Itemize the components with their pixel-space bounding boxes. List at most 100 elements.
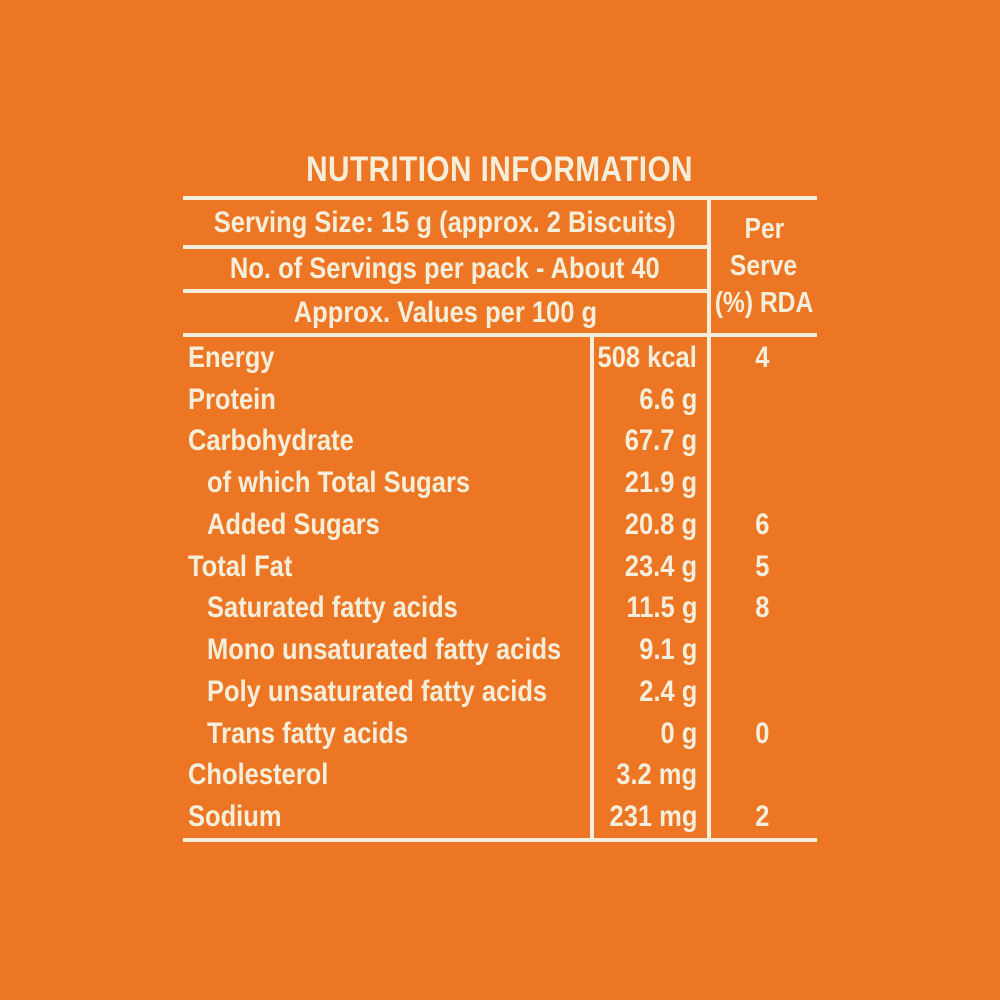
nutrient-name: of which Total Sugars [207,466,471,500]
nutrient-value: 23.4 g [624,549,697,583]
header-rule-2 [183,289,711,293]
nutrient-row: of which Total Sugars 21.9 g [183,462,817,504]
nutrient-row: Carbohydrate 67.7 g [183,421,817,463]
header-rule-1 [183,245,711,249]
values-column-rule [590,333,594,842]
nutrient-name: Carbohydrate [188,424,354,458]
nutrient-value-cell: 23.4 g [590,546,707,588]
nutrition-table: Serving Size: 15 g (approx. 2 Biscuits) … [183,196,817,842]
nutrient-row: Mono unsaturated fatty acids 9.1 g [183,629,817,671]
nutrient-value-cell: 2.4 g [590,671,707,713]
nutrient-row: Energy 508 kcal 4 [183,337,817,379]
nutrient-name: Energy [188,340,275,374]
nutrient-value: 6.6 g [638,382,697,416]
nutrient-value: 9.1 g [638,633,697,667]
nutrient-value: 508 kcal [597,340,697,374]
nutrient-rda: 4 [754,340,770,374]
nutrient-row: Saturated fatty acids 11.5 g 8 [183,588,817,630]
nutrient-row: Poly unsaturated fatty acids 2.4 g [183,671,817,713]
nutrient-rda: 0 [754,716,770,750]
nutrient-rda-cell: 0 [707,713,817,755]
nutrient-name: Poly unsaturated fatty acids [207,674,548,708]
nutrient-value: 21.9 g [624,466,697,500]
nutrient-value-cell: 231 mg [590,796,707,838]
nutrient-name: Trans fatty acids [207,716,409,750]
per-serve-line-3: (%) RDA [714,287,814,319]
nutrient-name-cell: of which Total Sugars [183,462,590,504]
nutrient-row: Cholesterol 3.2 mg [183,755,817,797]
nutrient-rda: 8 [754,591,770,625]
per-serve-column-rule [707,196,711,842]
per-serve-line-1: Per [744,213,784,245]
nutrient-name-cell: Cholesterol [183,755,590,797]
per-serve-rda-header: Per Serve (%) RDA [711,200,817,333]
nutrient-name-cell: Poly unsaturated fatty acids [183,671,590,713]
nutrient-value-cell: 21.9 g [590,462,707,504]
nutrient-value: 0 g [660,716,697,750]
nutrient-row: Trans fatty acids 0 g 0 [183,713,817,755]
nutrient-value: 67.7 g [624,424,697,458]
nutrient-value-cell: 67.7 g [590,421,707,463]
nutrient-rows: Energy 508 kcal 4 Protein 6.6 g Carbohyd… [183,337,817,838]
nutrient-name-cell: Total Fat [183,546,590,588]
nutrient-rda: 2 [754,800,770,834]
nutrient-value-cell: 11.5 g [590,588,707,630]
nutrient-row: Total Fat 23.4 g 5 [183,546,817,588]
nutrient-rda-cell [707,462,817,504]
approx-values-text: Approx. Values per 100 g [293,296,597,329]
nutrient-rda-cell [707,755,817,797]
nutrient-value-cell: 508 kcal [590,337,707,379]
servings-per-pack-row: No. of Servings per pack - About 40 [183,249,707,289]
nutrient-name-cell: Sodium [183,796,590,838]
nutrient-value: 2.4 g [638,674,697,708]
approx-values-row: Approx. Values per 100 g [183,293,707,333]
nutrient-name: Cholesterol [188,758,329,792]
nutrient-value: 11.5 g [626,591,697,625]
nutrient-rda-cell [707,421,817,463]
nutrient-name-cell: Carbohydrate [183,421,590,463]
nutrient-name: Mono unsaturated fatty acids [207,633,562,667]
nutrient-name-cell: Trans fatty acids [183,713,590,755]
nutrient-name-cell: Protein [183,379,590,421]
nutrient-rda-cell [707,629,817,671]
nutrient-name: Added Sugars [207,507,380,541]
nutrient-rda-cell: 5 [707,546,817,588]
table-bottom-rule [183,838,817,842]
per-serve-line-2: Serve [730,250,798,282]
nutrient-value-cell: 6.6 g [590,379,707,421]
nutrient-rda: 5 [754,549,770,583]
nutrient-row: Sodium 231 mg 2 [183,796,817,838]
nutrient-name: Sodium [188,800,282,834]
serving-size-text: Serving Size: 15 g (approx. 2 Biscuits) [214,205,676,239]
nutrient-value: 20.8 g [624,507,697,541]
page-title: NUTRITION INFORMATION [183,148,817,192]
nutrient-name: Protein [188,382,276,416]
nutrient-row: Protein 6.6 g [183,379,817,421]
nutrient-value-cell: 20.8 g [590,504,707,546]
nutrient-value-cell: 0 g [590,713,707,755]
nutrient-name-cell: Energy [183,337,590,379]
nutrient-value-cell: 9.1 g [590,629,707,671]
nutrient-rda-cell: 4 [707,337,817,379]
serving-size-row: Serving Size: 15 g (approx. 2 Biscuits) [183,200,707,245]
nutrient-name: Total Fat [188,549,293,583]
nutrient-rda-cell: 2 [707,796,817,838]
servings-per-pack-text: No. of Servings per pack - About 40 [230,252,660,285]
header-bottom-rule [183,333,817,337]
nutrient-value: 3.2 mg [616,758,697,792]
nutrient-name-cell: Saturated fatty acids [183,588,590,630]
nutrient-rda-cell: 8 [707,588,817,630]
nutrient-rda-cell: 6 [707,504,817,546]
nutrient-rda-cell [707,671,817,713]
page-title-text: NUTRITION INFORMATION [306,150,694,189]
nutrient-value-cell: 3.2 mg [590,755,707,797]
nutrient-name-cell: Added Sugars [183,504,590,546]
nutrient-name: Saturated fatty acids [207,591,458,625]
nutrient-rda: 6 [754,507,770,541]
nutrient-value: 231 mg [609,800,697,834]
nutrient-rda-cell [707,379,817,421]
table-top-rule [183,196,817,200]
nutrient-name-cell: Mono unsaturated fatty acids [183,629,590,671]
nutrient-row: Added Sugars 20.8 g 6 [183,504,817,546]
